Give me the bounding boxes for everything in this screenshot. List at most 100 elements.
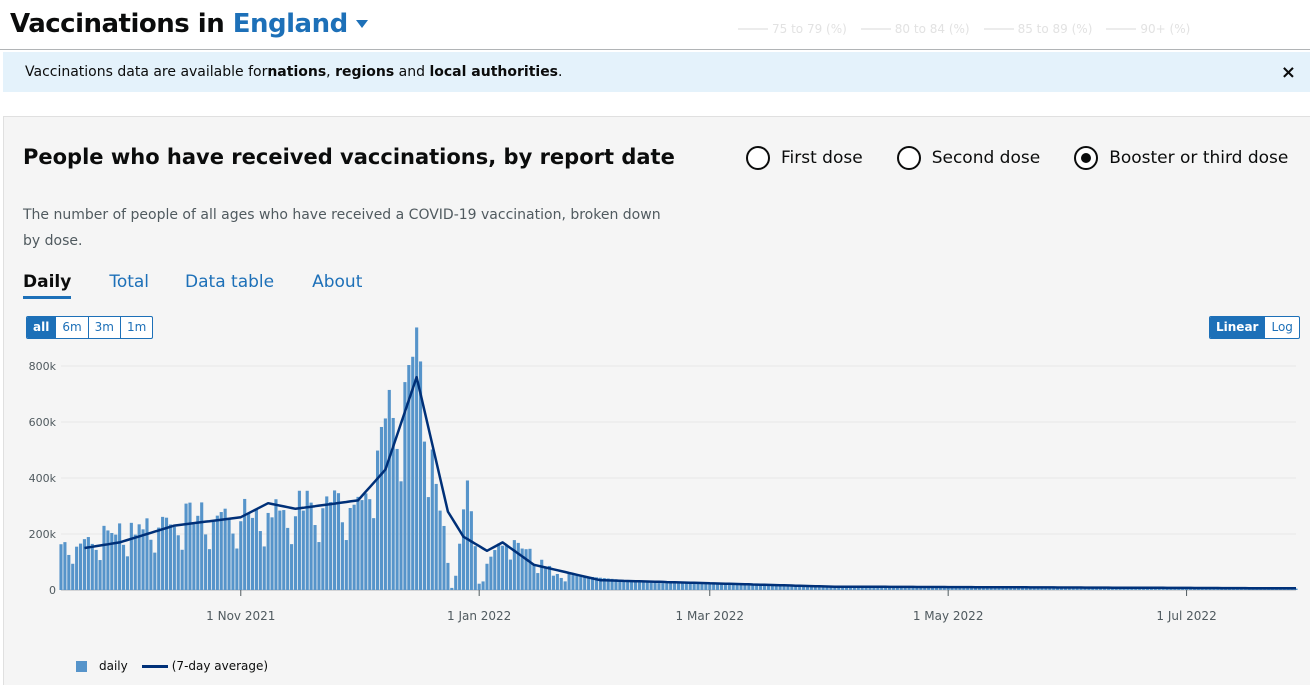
dose-radio-group: First dose Second dose Booster or third …	[746, 146, 1288, 170]
daily-bar	[618, 579, 622, 590]
daily-bar	[352, 504, 356, 590]
daily-bar	[755, 584, 759, 590]
daily-bar	[825, 585, 829, 590]
tab-about[interactable]: About	[312, 272, 363, 292]
daily-bar	[196, 515, 200, 590]
radio-booster-dose[interactable]: Booster or third dose	[1074, 146, 1288, 170]
daily-bar	[649, 582, 653, 590]
legend-label-daily: daily	[99, 659, 128, 673]
top-header: Vaccinations in England 75 to 79 (%) 80 …	[0, 0, 1310, 50]
info-banner: Vaccinations data are available for nati…	[3, 52, 1310, 92]
daily-bar	[465, 480, 470, 590]
daily-bar	[614, 579, 618, 590]
daily-bar	[430, 449, 434, 590]
daily-bar	[94, 549, 98, 590]
daily-bar	[180, 549, 184, 590]
daily-bar	[86, 537, 90, 590]
daily-bar	[516, 542, 520, 590]
ghost-legend-label: 90+ (%)	[1140, 22, 1191, 36]
daily-bar	[536, 573, 540, 590]
daily-bar	[669, 583, 673, 590]
daily-bar	[805, 585, 810, 590]
daily-bar	[469, 511, 473, 590]
daily-bar	[149, 539, 153, 590]
daily-bar	[188, 502, 192, 590]
daily-bar	[610, 578, 614, 590]
banner-link-local-authorities[interactable]: local authorities	[429, 64, 559, 80]
daily-bar	[813, 585, 817, 590]
daily-bar	[168, 524, 172, 590]
daily-bar	[661, 583, 665, 590]
y-tick-label: 600k	[29, 416, 57, 429]
range-all-button[interactable]: all	[27, 317, 57, 338]
daily-bar	[520, 548, 524, 590]
daily-bar	[274, 499, 278, 590]
daily-bar	[544, 567, 548, 590]
daily-bar	[547, 565, 552, 590]
daily-bar	[364, 493, 368, 590]
daily-bar	[762, 584, 767, 590]
x-tick-label: 1 Mar 2022	[676, 609, 744, 623]
daily-bar	[192, 524, 196, 590]
scale-linear-button[interactable]: Linear	[1210, 317, 1266, 338]
ghost-legend-item: 75 to 79 (%)	[738, 22, 847, 36]
daily-bar	[559, 577, 563, 590]
daily-bar	[696, 583, 700, 590]
daily-bar	[626, 580, 630, 590]
banner-link-nations[interactable]: nations	[267, 64, 327, 80]
close-icon[interactable]: ×	[1280, 62, 1296, 83]
daily-bar	[317, 542, 321, 590]
daily-bar	[645, 582, 649, 590]
daily-bar	[207, 549, 212, 590]
daily-bar	[141, 529, 145, 590]
daily-bar	[676, 583, 681, 590]
daily-bar	[290, 544, 294, 590]
ghost-legend-label: 80 to 84 (%)	[894, 22, 970, 36]
range-3m-button[interactable]: 3m	[89, 317, 121, 338]
banner-link-regions[interactable]: regions	[335, 64, 395, 80]
tab-total[interactable]: Total	[109, 272, 150, 292]
tab-data-table[interactable]: Data table	[185, 272, 275, 292]
daily-bar	[227, 518, 231, 590]
daily-bar	[856, 585, 860, 590]
daily-bar	[579, 575, 583, 590]
daily-bar	[426, 497, 430, 590]
range-6m-button[interactable]: 6m	[56, 317, 89, 338]
daily-bar	[278, 510, 282, 590]
ghost-legend-label: 75 to 79 (%)	[772, 22, 847, 36]
banner-separator: and	[394, 64, 430, 80]
daily-bar	[688, 583, 692, 590]
daily-bar	[90, 543, 94, 590]
daily-bar	[125, 556, 130, 590]
daily-bar	[477, 583, 481, 590]
daily-bar	[637, 581, 641, 590]
daily-bar	[301, 510, 305, 590]
tab-daily[interactable]: Daily	[23, 272, 72, 299]
daily-bar	[121, 544, 126, 590]
daily-bar	[78, 543, 83, 590]
area-name: England	[232, 9, 348, 39]
daily-bar	[747, 584, 751, 590]
daily-bar	[829, 585, 833, 590]
daily-bar	[383, 418, 387, 590]
daily-bar	[680, 583, 684, 590]
daily-bar	[309, 502, 313, 590]
daily-bar	[571, 575, 575, 590]
daily-bar	[286, 527, 290, 590]
daily-bar	[223, 508, 227, 590]
daily-bar	[739, 584, 743, 590]
daily-bar	[473, 546, 477, 590]
radio-first-dose[interactable]: First dose	[746, 146, 863, 170]
daily-bar	[716, 583, 720, 590]
daily-bar	[802, 585, 806, 590]
daily-bar	[786, 585, 790, 590]
page-title: Vaccinations in England	[10, 9, 368, 39]
area-selector[interactable]: England	[233, 9, 368, 39]
daily-bar	[575, 575, 579, 590]
daily-bar	[250, 517, 255, 590]
daily-bar	[508, 559, 513, 590]
range-1m-button[interactable]: 1m	[126, 320, 147, 334]
scale-log-button[interactable]: Log	[1271, 320, 1293, 334]
daily-bar	[770, 584, 774, 590]
radio-second-dose[interactable]: Second dose	[896, 146, 1040, 170]
